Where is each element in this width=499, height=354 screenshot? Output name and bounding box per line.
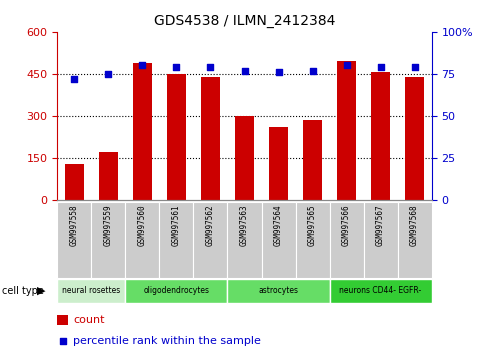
Text: cell type: cell type <box>2 286 44 296</box>
Text: GSM997561: GSM997561 <box>172 205 181 246</box>
Point <box>104 71 112 77</box>
Bar <box>125 202 160 278</box>
Bar <box>371 73 390 200</box>
Text: GSM997563: GSM997563 <box>240 205 249 246</box>
Text: GSM997560: GSM997560 <box>138 205 147 246</box>
Text: GSM997566: GSM997566 <box>342 205 351 246</box>
Bar <box>167 74 186 200</box>
Point <box>274 69 282 75</box>
Text: oligodendrocytes: oligodendrocytes <box>144 286 210 295</box>
Bar <box>91 202 125 278</box>
Bar <box>228 202 261 278</box>
Text: GSM997568: GSM997568 <box>410 205 419 246</box>
Bar <box>57 315 68 325</box>
Text: GSM997567: GSM997567 <box>376 205 385 246</box>
Bar <box>235 116 254 200</box>
Point <box>138 63 146 68</box>
Point <box>241 68 249 73</box>
Text: GSM997565: GSM997565 <box>308 205 317 246</box>
Bar <box>65 164 84 200</box>
Bar <box>261 202 295 278</box>
Point <box>173 64 181 70</box>
Bar <box>329 279 432 303</box>
Bar <box>398 202 432 278</box>
Point <box>377 64 385 70</box>
Bar <box>57 279 125 303</box>
Point <box>343 63 351 68</box>
Bar <box>133 63 152 200</box>
Bar <box>295 202 329 278</box>
Bar <box>125 279 228 303</box>
Bar <box>364 202 398 278</box>
Text: neural rosettes: neural rosettes <box>62 286 121 295</box>
Title: GDS4538 / ILMN_2412384: GDS4538 / ILMN_2412384 <box>154 14 335 28</box>
Point <box>411 64 419 70</box>
Point <box>207 64 215 70</box>
Bar <box>337 61 356 200</box>
Text: GSM997558: GSM997558 <box>70 205 79 246</box>
Text: GSM997562: GSM997562 <box>206 205 215 246</box>
Bar <box>160 202 194 278</box>
Bar <box>99 152 118 200</box>
Bar <box>194 202 228 278</box>
Bar <box>329 202 364 278</box>
Text: GSM997559: GSM997559 <box>104 205 113 246</box>
Text: count: count <box>73 315 105 325</box>
Text: percentile rank within the sample: percentile rank within the sample <box>73 336 261 346</box>
Bar <box>201 77 220 200</box>
Point <box>70 76 78 82</box>
Bar <box>57 202 91 278</box>
Text: ▶: ▶ <box>37 286 45 296</box>
Text: astrocytes: astrocytes <box>258 286 298 295</box>
Point <box>308 68 316 73</box>
Bar <box>303 120 322 200</box>
Text: GSM997564: GSM997564 <box>274 205 283 246</box>
Bar <box>228 279 329 303</box>
Bar <box>405 77 424 200</box>
Bar <box>269 127 288 200</box>
Text: neurons CD44- EGFR-: neurons CD44- EGFR- <box>339 286 422 295</box>
